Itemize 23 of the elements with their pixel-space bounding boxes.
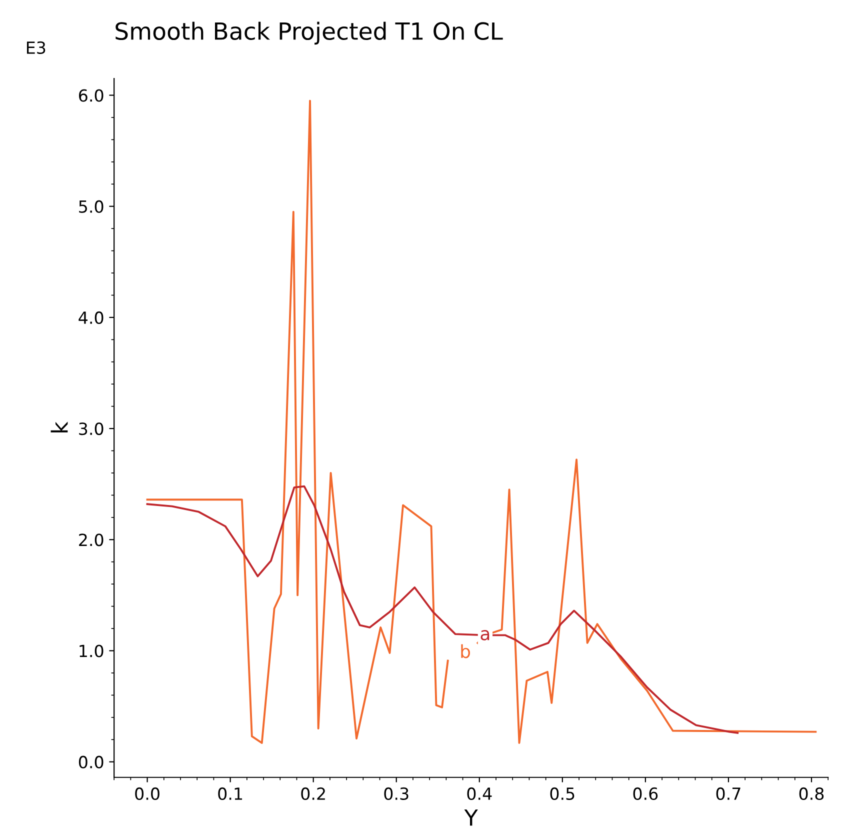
text: E3 [26,41,46,54]
x-tick-label: 0.6 [633,787,658,800]
y-axis-title: k [50,422,68,432]
x-tick-label: 0.8 [799,787,824,800]
annotation: b [461,644,470,658]
y-tick-label: 1.0 [80,644,104,658]
x-tick-label: 0.3 [384,787,408,800]
annotation: a [480,630,490,640]
x-tick-label: 0.5 [550,787,574,800]
y-tick-label: 0.0 [78,756,104,768]
y-tick-label: 2.0 [79,534,104,546]
line-series [146,485,739,734]
x-axis-title: Y [464,809,478,826]
x-tick-label: 0.7 [716,787,740,800]
y-tick-label: 3.0 [79,422,104,436]
chart-title: Smooth Back Projected T1 On CL [116,22,503,45]
x-tick-label: 0.1 [218,787,242,800]
x-tick-label: 0.0 [135,787,160,800]
x-tick-label: 0.2 [301,787,325,800]
y-tick-label: 4.0 [78,311,104,324]
x-tick-label: 0.4 [467,787,492,800]
y-tick-label: 6.0 [79,89,104,102]
y-tick-label: 5.0 [79,200,104,213]
